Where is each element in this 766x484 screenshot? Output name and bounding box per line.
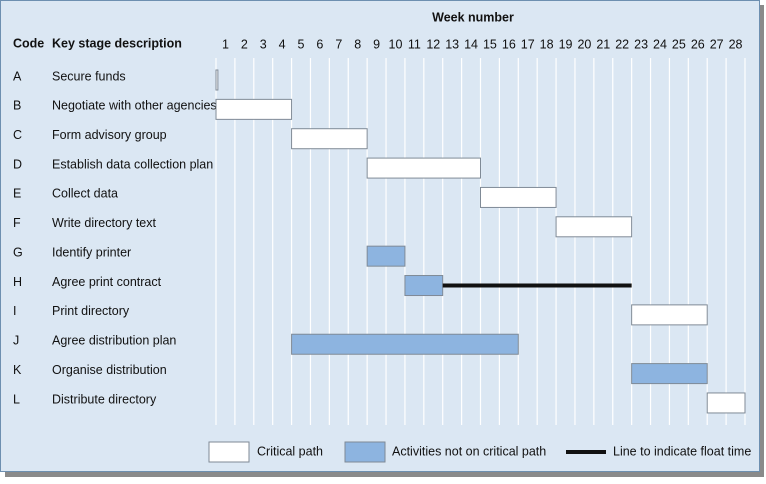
legend-label: Activities not on critical path (392, 444, 546, 458)
week-label: 25 (672, 37, 686, 51)
task-description: Print directory (52, 304, 130, 318)
task-description: Negotiate with other agencies (52, 99, 217, 113)
week-label: 8 (354, 37, 361, 51)
task-code: F (13, 216, 21, 230)
week-label: 1 (222, 37, 229, 51)
task-bar (631, 363, 708, 385)
chart-title: Week number (432, 10, 514, 24)
task-description: Establish data collection plan (52, 157, 213, 171)
task-bar (555, 216, 633, 238)
task-description: Secure funds (52, 69, 126, 83)
code-heading: Code (13, 36, 44, 50)
week-label: 28 (729, 37, 743, 51)
task-code: A (13, 69, 22, 83)
week-label: 13 (445, 37, 459, 51)
task-bar (366, 245, 406, 267)
task-bar (366, 157, 481, 179)
task-bar (291, 128, 368, 150)
week-label: 23 (634, 37, 648, 51)
task-description: Agree print contract (52, 275, 162, 289)
task-description: Agree distribution plan (52, 334, 176, 348)
task-bar (404, 275, 444, 297)
week-label: 18 (540, 37, 554, 51)
task-code: J (13, 334, 19, 348)
week-label: 16 (502, 37, 516, 51)
week-label: 6 (316, 37, 323, 51)
week-label: 5 (298, 37, 305, 51)
week-label: 3 (260, 37, 267, 51)
week-label: 20 (577, 37, 591, 51)
task-bar (631, 304, 708, 326)
task-bar (215, 69, 219, 91)
task-bar (480, 186, 557, 208)
legend-swatch (208, 441, 250, 463)
task-code: L (13, 392, 20, 406)
task-description: Organise distribution (52, 363, 167, 377)
week-label: 17 (521, 37, 535, 51)
task-description: Write directory text (52, 216, 156, 230)
task-description: Identify printer (52, 245, 131, 259)
task-bar (291, 333, 519, 355)
legend-swatch (344, 441, 386, 463)
week-label: 19 (559, 37, 573, 51)
week-label: 22 (615, 37, 629, 51)
task-code: G (13, 245, 23, 259)
task-code: K (13, 363, 22, 377)
description-heading: Key stage description (52, 36, 182, 50)
task-code: I (13, 304, 16, 318)
task-code: D (13, 157, 22, 171)
week-label: 2 (241, 37, 248, 51)
week-label: 27 (710, 37, 724, 51)
task-code: H (13, 275, 22, 289)
week-label: 21 (596, 37, 610, 51)
task-description: Distribute directory (52, 392, 157, 406)
week-label: 15 (483, 37, 497, 51)
panel (0, 0, 760, 472)
task-description: Collect data (52, 187, 118, 201)
week-label: 10 (389, 37, 403, 51)
week-label: 26 (691, 37, 705, 51)
legend-label: Critical path (257, 444, 323, 458)
week-label: 24 (653, 37, 667, 51)
week-label: 9 (373, 37, 380, 51)
task-code: B (13, 99, 21, 113)
week-label: 12 (426, 37, 440, 51)
week-label: 7 (335, 37, 342, 51)
task-code: C (13, 128, 22, 142)
task-bar (215, 98, 293, 120)
week-label: 14 (464, 37, 478, 51)
task-description: Form advisory group (52, 128, 167, 142)
task-code: E (13, 187, 21, 201)
task-bar (706, 392, 746, 414)
legend-label: Line to indicate float time (613, 444, 751, 458)
week-label: 4 (279, 37, 286, 51)
week-label: 11 (408, 37, 421, 51)
